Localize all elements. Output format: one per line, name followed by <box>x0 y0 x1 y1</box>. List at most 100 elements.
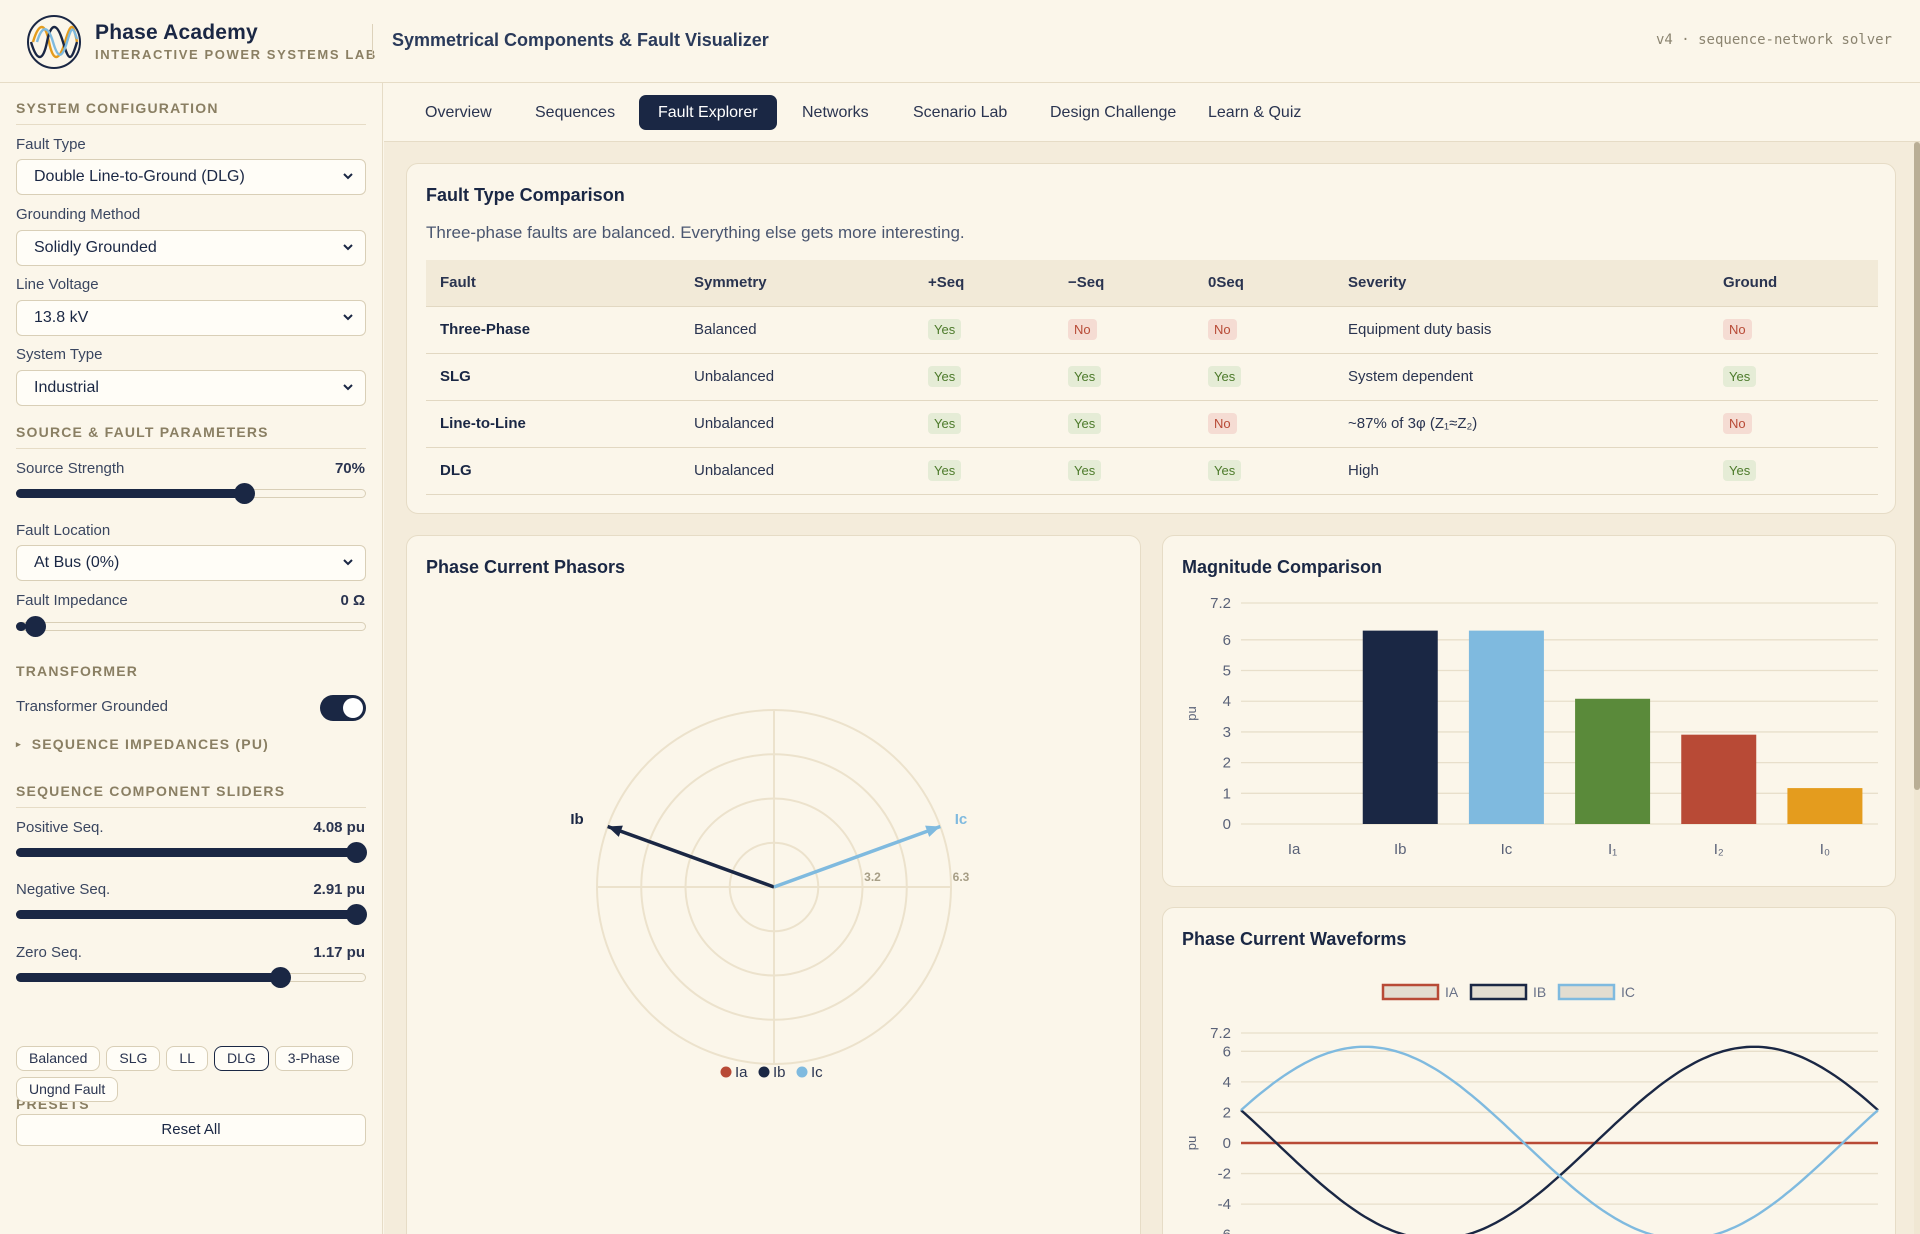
magnitude-bar-chart: 0 1 2 3 4 5 6 7.2 pu Ia Ib Ic I₁ I₂ I₀ <box>1184 595 1878 858</box>
y-tick-label: 2 <box>1223 1104 1231 1121</box>
system-type-label: System Type <box>16 346 103 363</box>
slider-thumb[interactable] <box>25 616 46 637</box>
fault-impedance-slider[interactable] <box>16 616 366 637</box>
slider-track <box>16 622 366 631</box>
chevron-down-icon <box>343 384 353 391</box>
legend-label: Ib <box>773 1064 786 1081</box>
preset-chip[interactable]: SLG <box>106 1046 161 1071</box>
fault-comparison-subtitle: Three-phase faults are balanced. Everyth… <box>426 223 965 242</box>
bar-2 <box>1468 630 1544 824</box>
status-badge: Yes <box>928 413 962 434</box>
positive-seq-slider[interactable] <box>16 842 367 863</box>
zero-seq-slider[interactable] <box>16 967 366 988</box>
cell-neg: Yes <box>1054 447 1194 495</box>
system-type-select[interactable]: Industrial <box>16 370 366 406</box>
brand-name: Phase Academy <box>95 21 258 44</box>
system-type-value: Industrial <box>34 379 99 396</box>
brand-subtitle: INTERACTIVE POWER SYSTEMS LAB <box>95 47 377 62</box>
bar-5 <box>1787 788 1863 824</box>
fault-location-value: At Bus (0%) <box>34 554 120 571</box>
fault-type-label: Fault Type <box>16 136 86 153</box>
cell-severity: Equipment duty basis <box>1334 306 1709 354</box>
preset-chip[interactable]: LL <box>166 1046 208 1071</box>
slider-thumb[interactable] <box>233 483 255 504</box>
y-tick-label: 4 <box>1223 1074 1231 1091</box>
bar-3 <box>1575 698 1651 824</box>
scrollbar[interactable] <box>1914 142 1920 1234</box>
tab-design-challenge[interactable]: Design Challenge <box>1050 104 1177 121</box>
col-header-neg-seq: −Seq <box>1054 260 1194 307</box>
series-ic <box>1240 1045 1879 1234</box>
table-row: SLG Unbalanced Yes Yes Yes System dependent Ye… <box>426 353 1878 401</box>
cell-neg: Yes <box>1054 400 1194 448</box>
reset-all-button[interactable]: Reset All <box>16 1114 366 1146</box>
slider-thumb[interactable] <box>346 842 367 863</box>
col-header-ground: Ground <box>1709 260 1878 307</box>
legend-swatch <box>1557 983 1616 1001</box>
tab-learn-quiz[interactable]: Learn & Quiz <box>1208 104 1302 121</box>
cell-ground: No <box>1709 400 1878 448</box>
tab-scenario-lab[interactable]: Scenario Lab <box>913 104 1008 121</box>
tab-sequences[interactable]: Sequences <box>535 104 616 121</box>
section-source-fault-parameters: SOURCE & FAULT PARAMETERS <box>16 424 366 449</box>
cell-neg: Yes <box>1054 353 1194 401</box>
sequence-impedances-toggle[interactable]: ▸ SEQUENCE IMPEDANCES (PU) <box>16 736 269 752</box>
fault-location-select[interactable]: At Bus (0%) <box>16 545 366 581</box>
cell-pos: Yes <box>914 306 1054 354</box>
fault-comparison-table: Fault Symmetry +Seq −Seq 0Seq Severity G… <box>426 260 1878 495</box>
status-badge: Yes <box>1068 413 1102 434</box>
x-tick-label: I₁ <box>1608 841 1617 858</box>
grounding-method-label: Grounding Method <box>16 206 141 223</box>
y-tick-label: 0 <box>1223 1135 1231 1152</box>
source-strength-slider[interactable] <box>16 483 366 504</box>
y-tick-label: -6 <box>1218 1227 1231 1234</box>
tab-overview[interactable]: Overview <box>425 104 492 121</box>
cell-severity: ~87% of 3φ (Z₁≈Z₂) <box>1334 400 1709 448</box>
transformer-grounded-toggle[interactable] <box>320 695 366 721</box>
cell-symmetry: Balanced <box>680 306 914 354</box>
toggle-knob <box>343 698 363 718</box>
cell-zero: No <box>1194 400 1334 448</box>
chevron-down-icon <box>343 244 353 251</box>
version-label: v4 · sequence-network solver <box>1655 32 1892 48</box>
slider-thumb[interactable] <box>270 967 292 988</box>
preset-chip[interactable]: 3-Phase <box>274 1046 353 1071</box>
y-tick-label: 0 <box>1223 816 1231 833</box>
status-badge: Yes <box>1068 366 1102 387</box>
phasor-title: Phase Current Phasors <box>426 557 626 577</box>
line-voltage-label: Line Voltage <box>16 276 99 293</box>
phasor-arrowhead <box>607 825 623 837</box>
bar-4 <box>1681 734 1757 824</box>
line-voltage-value: 13.8 kV <box>34 309 89 326</box>
fault-type-value: Double Line-to-Ground (DLG) <box>34 168 245 185</box>
tab-networks[interactable]: Networks <box>802 104 869 121</box>
tab-fault-explorer[interactable]: Fault Explorer <box>639 95 777 130</box>
slider-fill <box>16 489 244 498</box>
slider-thumb[interactable] <box>346 904 367 925</box>
y-tick-label: 1 <box>1223 785 1231 802</box>
y-tick-label: 3 <box>1223 724 1231 741</box>
preset-chip[interactable]: DLG <box>213 1046 269 1071</box>
scrollbar-thumb[interactable] <box>1914 142 1920 790</box>
negative-seq-slider[interactable] <box>16 904 367 925</box>
cell-pos: Yes <box>914 353 1054 401</box>
cell-symmetry: Unbalanced <box>680 353 914 401</box>
col-header-symmetry: Symmetry <box>680 260 914 307</box>
table-row: DLG Unbalanced Yes Yes Yes High Yes <box>426 447 1878 495</box>
status-badge: Yes <box>1208 460 1242 481</box>
grounding-method-select[interactable]: Solidly Grounded <box>16 230 366 266</box>
x-tick-label: Ic <box>1501 841 1513 858</box>
preset-chip[interactable]: Ungnd Fault <box>16 1077 119 1102</box>
legend-dot <box>796 1066 808 1078</box>
preset-chip[interactable]: Balanced <box>16 1046 101 1071</box>
x-tick-label: Ia <box>1288 841 1301 858</box>
fault-location-label: Fault Location <box>16 522 111 539</box>
legend-label: Ia <box>735 1064 748 1081</box>
caret-right-icon: ▸ <box>16 739 22 749</box>
line-voltage-select[interactable]: 13.8 kV <box>16 300 366 336</box>
fault-type-select[interactable]: Double Line-to-Ground (DLG) <box>16 159 366 195</box>
phasor-ic <box>773 824 941 889</box>
col-header-fault: Fault <box>426 260 680 307</box>
y-tick-label: 6 <box>1223 632 1231 649</box>
magnitude-card: Magnitude Comparison 0 1 2 3 4 5 6 7.2 pu Ia Ib Ic I… <box>1162 535 1896 887</box>
